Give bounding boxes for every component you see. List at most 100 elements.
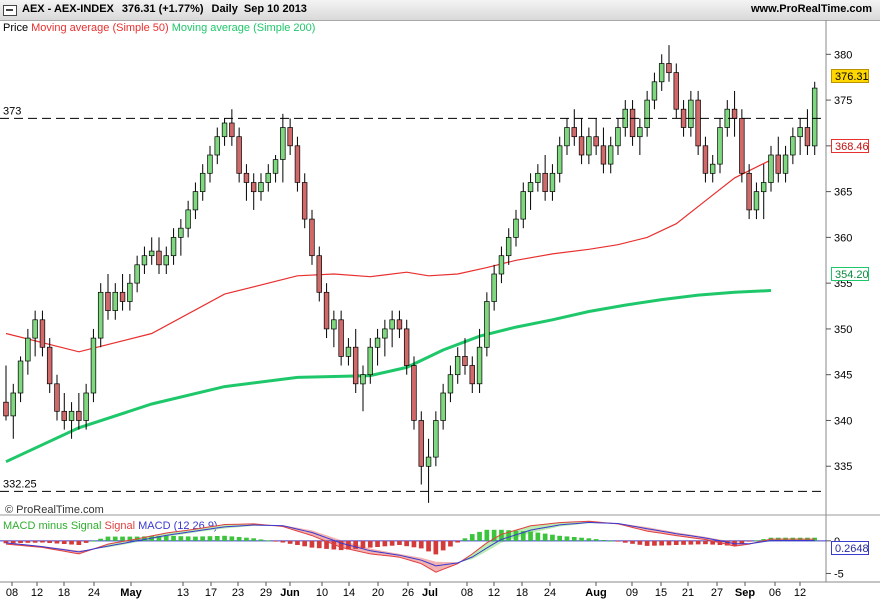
candle-down — [301, 182, 308, 220]
candle — [571, 109, 577, 146]
candle-down — [338, 319, 344, 357]
candle-up — [389, 319, 395, 330]
candle — [753, 182, 760, 220]
macd-histogram-bar — [316, 540, 322, 549]
candle — [403, 319, 410, 375]
candle-down — [236, 136, 242, 174]
candle-up — [425, 456, 432, 467]
candle-up — [535, 172, 541, 183]
time-tick-label: 20 — [372, 587, 384, 599]
candle-up — [498, 255, 505, 275]
macd-histogram-bar — [637, 540, 643, 545]
macd-histogram-bar — [564, 536, 570, 541]
time-tick-label: 10 — [316, 587, 328, 599]
candle — [119, 274, 126, 311]
macd-histogram-bar — [98, 538, 103, 541]
time-tick-label: 14 — [343, 587, 355, 599]
time-tick-label: Jun — [280, 587, 300, 599]
candle-down — [695, 99, 701, 147]
time-tick-label: 24 — [544, 587, 556, 599]
time-tick-label: 09 — [626, 587, 638, 599]
macd-histogram-bar — [542, 533, 548, 541]
candle — [389, 310, 395, 348]
candle-up — [272, 159, 279, 174]
candle — [615, 118, 621, 155]
candle-up — [491, 273, 497, 302]
macd-histogram-bar — [397, 540, 402, 545]
candle-up — [374, 337, 381, 348]
macd-histogram-bar — [622, 540, 628, 543]
candle-down — [746, 172, 752, 211]
candle — [535, 164, 541, 192]
macd-histogram-bar — [40, 540, 45, 543]
candle — [418, 411, 424, 485]
candle-up — [484, 301, 490, 348]
candle-up — [688, 99, 694, 128]
candle — [469, 356, 475, 393]
reference-line-label: 332.25 — [3, 478, 37, 490]
candle-up — [586, 136, 592, 156]
candle — [425, 438, 432, 503]
macd-histogram-bar — [69, 540, 74, 545]
candle — [178, 219, 184, 256]
title-bar: AEX - AEX-INDEX 376.31 (+1.77%) Daily Sep … — [0, 0, 880, 21]
macd-histogram-bar — [601, 540, 606, 541]
site-url[interactable]: www.ProRealTime.com — [750, 3, 872, 15]
macd-histogram-bar — [105, 536, 111, 541]
time-tick-label: 26 — [402, 587, 414, 599]
legend-price: Price — [3, 22, 29, 34]
candle — [644, 90, 650, 137]
macd-histogram-bar — [185, 536, 191, 541]
macd-histogram-bar — [754, 540, 759, 542]
candle-up — [527, 182, 534, 193]
candle — [600, 127, 607, 174]
candle-down — [352, 346, 359, 385]
macd-histogram-bar — [644, 540, 650, 546]
candle — [25, 328, 31, 375]
macd-histogram-bar — [681, 540, 686, 545]
candle — [221, 118, 228, 146]
candle-up — [207, 154, 213, 174]
candle-down — [571, 127, 577, 138]
macd-histogram-bar — [484, 529, 490, 541]
candle-down — [578, 136, 585, 156]
macd-histogram-bar — [54, 540, 60, 544]
macd-histogram-bar — [324, 540, 329, 549]
macd-histogram-bar — [695, 540, 701, 545]
macd-histogram-bar — [367, 540, 373, 548]
macd-histogram-bar — [47, 540, 52, 543]
macd-fill — [479, 542, 487, 556]
candle-up — [433, 420, 439, 458]
candle-up — [214, 136, 220, 156]
candle — [250, 173, 257, 210]
candle — [491, 264, 497, 311]
candle — [17, 356, 24, 403]
candle — [462, 338, 468, 375]
time-tick-label: 13 — [177, 587, 189, 599]
macd-histogram-bar — [142, 536, 147, 541]
macd-histogram-bar — [222, 535, 227, 541]
candle-down — [61, 410, 67, 421]
macd-histogram-bar — [469, 534, 475, 541]
candle-down — [666, 63, 672, 74]
macd-histogram-bar — [608, 540, 613, 542]
macd-histogram-bar — [389, 540, 395, 546]
candle-up — [367, 346, 373, 376]
macd-line — [5, 521, 815, 567]
time-tick-label: 24 — [88, 587, 100, 599]
ma200-price-label: 354.20 — [831, 267, 869, 281]
macd-histogram-bar — [200, 536, 205, 541]
candle-up — [790, 136, 796, 156]
candle-up — [440, 392, 446, 421]
ma50-line — [5, 159, 772, 353]
macd-histogram-bar — [579, 537, 584, 541]
candle-up — [258, 182, 264, 193]
time-tick-label: Sep — [735, 587, 755, 599]
macd-value-label: 0.2648 — [831, 541, 869, 555]
candle — [739, 109, 745, 183]
macd-histogram-bar — [550, 534, 555, 541]
macd-histogram-bar — [528, 531, 533, 541]
candle — [68, 402, 75, 439]
candle-up — [658, 63, 665, 83]
